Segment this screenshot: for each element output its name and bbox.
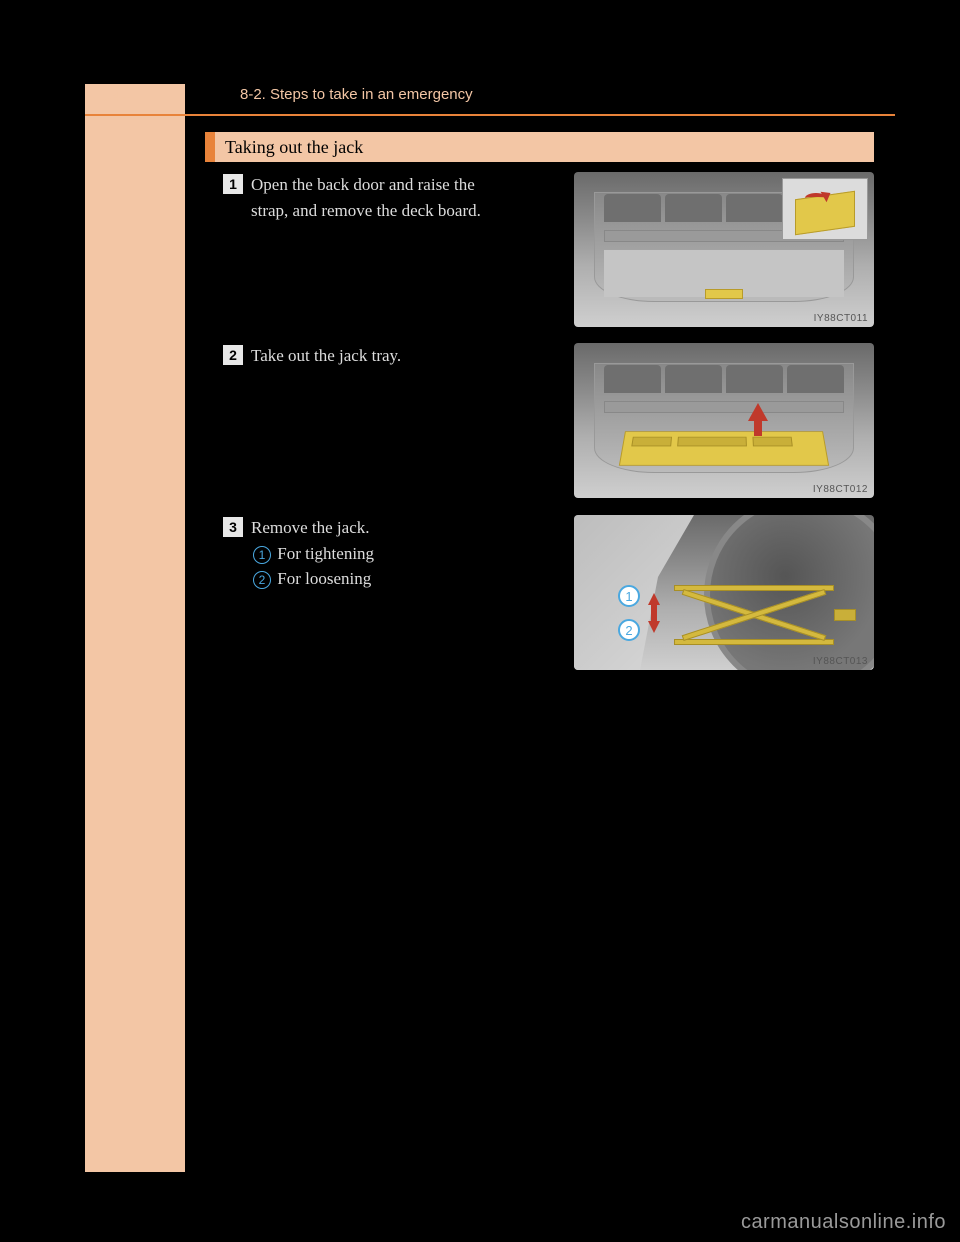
step-badge-1: 1 — [223, 174, 243, 194]
step-badge-2: 2 — [223, 345, 243, 365]
watermark: carmanualsonline.info — [741, 1211, 946, 1234]
figure-code-1: IY88CT011 — [814, 313, 868, 324]
lift-arrow-icon — [801, 187, 831, 205]
callout-1-inline: 1 — [253, 546, 271, 564]
figure-3: 1 2 IY88CT013 — [574, 515, 874, 670]
figure-1: IY88CT011 — [574, 172, 874, 327]
section-title: Taking out the jack — [225, 137, 363, 158]
jack-icon — [664, 585, 844, 645]
sidebar-tab — [85, 84, 185, 1172]
callout-2-inline: 2 — [253, 571, 271, 589]
tighten-loosen-arrow-icon — [648, 593, 660, 633]
step-text-1: Open the back door and raise the strap, … — [251, 172, 501, 223]
rear-seats — [604, 365, 844, 393]
step3-sub1: For tightening — [277, 544, 374, 563]
deck-board — [604, 401, 844, 413]
header-rule — [85, 114, 895, 116]
page-number: 544 — [102, 86, 130, 106]
figure-2: IY88CT012 — [574, 343, 874, 498]
callout-1: 1 — [618, 585, 640, 607]
step-text-2: Take out the jack tray. — [251, 343, 501, 369]
step-text-3: Remove the jack. 1 For tightening 2 For … — [251, 515, 501, 592]
section-header: Taking out the jack — [205, 132, 874, 162]
strap-icon — [705, 289, 743, 299]
jack-tray-icon — [619, 431, 829, 465]
step-badge-3: 3 — [223, 517, 243, 537]
figure-code-3: IY88CT013 — [813, 656, 868, 667]
step3-sub2: For loosening — [277, 569, 371, 588]
figure-code-2: IY88CT012 — [813, 484, 868, 495]
callout-2: 2 — [618, 619, 640, 641]
breadcrumb: 8-2. Steps to take in an emergency — [240, 86, 473, 103]
up-arrow-icon — [748, 403, 768, 421]
inset-detail — [782, 178, 868, 240]
step3-line1: Remove the jack. — [251, 518, 370, 537]
